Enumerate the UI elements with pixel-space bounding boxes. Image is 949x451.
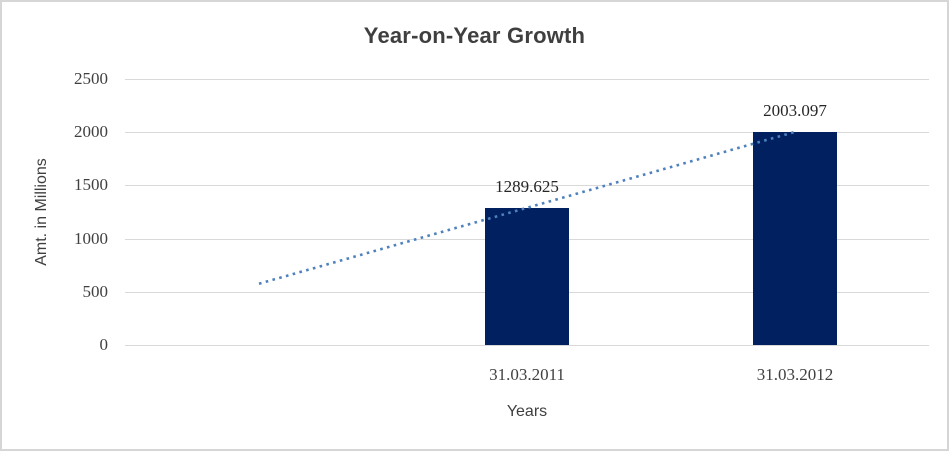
x-tick-label: 31.03.2011 xyxy=(489,365,565,384)
chart-title: Year-on-Year Growth xyxy=(363,23,586,48)
y-tick-label: 2500 xyxy=(74,69,108,88)
gridline xyxy=(125,345,929,346)
y-tick-label: 500 xyxy=(82,281,109,301)
bar xyxy=(485,207,569,345)
bar xyxy=(753,131,837,345)
bar-data-label: 2003.097 xyxy=(763,100,827,120)
y-tick-label: 1000 xyxy=(74,228,108,248)
y-tick-label: 2000 xyxy=(74,122,108,142)
y-tick-label: 1500 xyxy=(74,175,108,195)
bar-data-label: 1289.625 xyxy=(495,176,559,196)
gridline xyxy=(125,79,929,80)
x-axis-title: Years xyxy=(506,403,548,420)
x-tick-label: 31.03.2012 xyxy=(756,365,834,384)
y-axis-title: Amt. in Millions xyxy=(33,158,50,266)
y-tick-label: 0 xyxy=(99,335,109,354)
